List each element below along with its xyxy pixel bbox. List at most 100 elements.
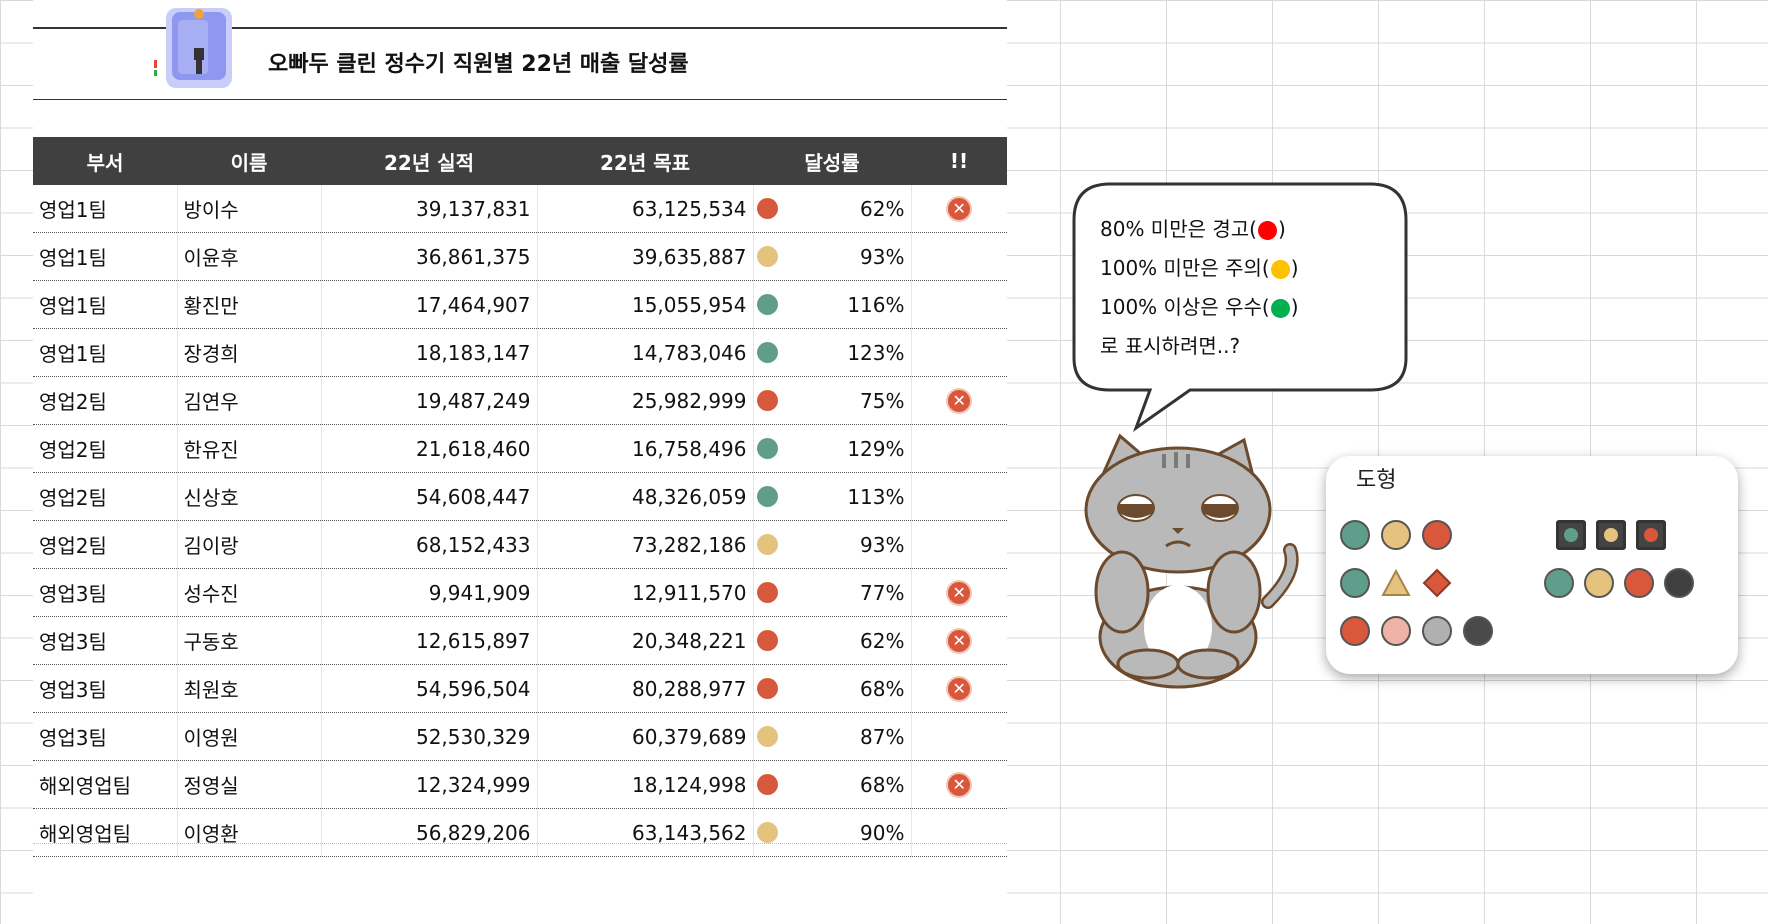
green-circle-shape-2[interactable] [1340,568,1370,598]
dark-circle-shape-2[interactable] [1463,616,1493,646]
cell-name[interactable]: 한유진 [177,424,322,473]
cell-rate[interactable]: 77% [753,568,912,617]
cell-actual[interactable]: 12,615,897 [321,616,538,665]
cell-name[interactable]: 김이랑 [177,520,322,569]
pink-circle-shape[interactable] [1381,616,1411,646]
cell-dept[interactable]: 영업3팀 [33,616,178,665]
cell-actual[interactable]: 17,464,907 [321,280,538,329]
cell-name[interactable]: 이윤후 [177,232,322,281]
header-rate[interactable]: 달성률 [753,137,911,185]
cell-actual[interactable]: 39,137,831 [321,185,538,233]
cell-rate[interactable]: 62% [753,616,912,665]
cell-flag[interactable] [911,712,1007,761]
cell-flag[interactable] [911,280,1007,329]
cell-name[interactable]: 김연우 [177,376,322,425]
cell-flag[interactable]: ✕ [911,616,1007,665]
cell-target[interactable]: 14,783,046 [537,328,754,377]
cell-rate[interactable]: 116% [753,280,912,329]
cell-actual[interactable]: 36,861,375 [321,232,538,281]
cell-rate[interactable]: 93% [753,520,912,569]
cell-rate[interactable]: 68% [753,760,912,809]
red-square-shape[interactable] [1636,520,1666,550]
cell-target[interactable]: 20,348,221 [537,616,754,665]
cell-name[interactable]: 신상호 [177,472,322,521]
green-square-shape[interactable] [1556,520,1586,550]
cell-name[interactable]: 이영환 [177,808,322,857]
cell-flag[interactable] [911,232,1007,281]
cell-rate[interactable]: 87% [753,712,912,761]
header-flag[interactable]: !! [911,137,1007,185]
cell-dept[interactable]: 영업3팀 [33,568,178,617]
cell-dept[interactable]: 해외영업팀 [33,760,178,809]
yellow-triangle-shape[interactable] [1381,568,1411,598]
cell-name[interactable]: 성수진 [177,568,322,617]
gray-circle-shape[interactable] [1422,616,1452,646]
green-circle-shape[interactable] [1340,520,1370,550]
cell-dept[interactable]: 영업2팀 [33,520,178,569]
cell-actual[interactable]: 68,152,433 [321,520,538,569]
cell-dept[interactable]: 영업2팀 [33,472,178,521]
red-circle-shape-3[interactable] [1624,568,1654,598]
cell-flag[interactable]: ✕ [911,376,1007,425]
red-circle-shape[interactable] [1422,520,1452,550]
cell-actual[interactable]: 19,487,249 [321,376,538,425]
cell-flag[interactable]: ✕ [911,568,1007,617]
cell-target[interactable]: 18,124,998 [537,760,754,809]
red-diamond-shape[interactable] [1422,568,1452,598]
cell-dept[interactable]: 영업1팀 [33,185,178,233]
cell-target[interactable]: 16,758,496 [537,424,754,473]
yellow-circle-shape[interactable] [1381,520,1411,550]
cell-flag[interactable]: ✕ [911,760,1007,809]
header-actual[interactable]: 22년 실적 [321,137,537,185]
cell-target[interactable]: 48,326,059 [537,472,754,521]
cell-flag[interactable]: ✕ [911,664,1007,713]
cell-dept[interactable]: 해외영업팀 [33,808,178,857]
cell-flag[interactable] [911,472,1007,521]
cell-target[interactable]: 12,911,570 [537,568,754,617]
cell-actual[interactable]: 21,618,460 [321,424,538,473]
cell-name[interactable]: 장경희 [177,328,322,377]
cell-dept[interactable]: 영업3팀 [33,712,178,761]
cell-rate[interactable]: 93% [753,232,912,281]
cell-flag[interactable] [911,328,1007,377]
cell-rate[interactable]: 62% [753,185,912,233]
header-target[interactable]: 22년 목표 [537,137,753,185]
cell-rate[interactable]: 90% [753,808,912,857]
cell-actual[interactable]: 56,829,206 [321,808,538,857]
cell-name[interactable]: 구동호 [177,616,322,665]
red-circle-shape-4[interactable] [1340,616,1370,646]
cell-actual[interactable]: 52,530,329 [321,712,538,761]
cell-name[interactable]: 이영원 [177,712,322,761]
cell-name[interactable]: 정영실 [177,760,322,809]
cell-target[interactable]: 25,982,999 [537,376,754,425]
cell-flag[interactable] [911,424,1007,473]
cell-dept[interactable]: 영업3팀 [33,664,178,713]
cell-flag[interactable] [911,520,1007,569]
cell-dept[interactable]: 영업2팀 [33,376,178,425]
cell-actual[interactable]: 54,596,504 [321,664,538,713]
cell-target[interactable]: 73,282,186 [537,520,754,569]
cell-flag[interactable]: ✕ [911,185,1007,233]
yellow-square-shape[interactable] [1596,520,1626,550]
cell-rate[interactable]: 75% [753,376,912,425]
cell-name[interactable]: 최원호 [177,664,322,713]
cell-actual[interactable]: 12,324,999 [321,760,538,809]
cell-rate[interactable]: 123% [753,328,912,377]
cell-rate[interactable]: 113% [753,472,912,521]
cell-dept[interactable]: 영업1팀 [33,232,178,281]
green-circle-shape-3[interactable] [1544,568,1574,598]
header-name[interactable]: 이름 [177,137,321,185]
cell-dept[interactable]: 영업2팀 [33,424,178,473]
cell-target[interactable]: 15,055,954 [537,280,754,329]
cell-dept[interactable]: 영업1팀 [33,280,178,329]
cell-rate[interactable]: 129% [753,424,912,473]
cell-flag[interactable] [911,808,1007,857]
cell-name[interactable]: 황진만 [177,280,322,329]
cell-actual[interactable]: 18,183,147 [321,328,538,377]
cell-target[interactable]: 80,288,977 [537,664,754,713]
yellow-circle-shape-3[interactable] [1584,568,1614,598]
cell-target[interactable]: 39,635,887 [537,232,754,281]
cell-target[interactable]: 60,379,689 [537,712,754,761]
cell-target[interactable]: 63,125,534 [537,185,754,233]
cell-name[interactable]: 방이수 [177,185,322,233]
